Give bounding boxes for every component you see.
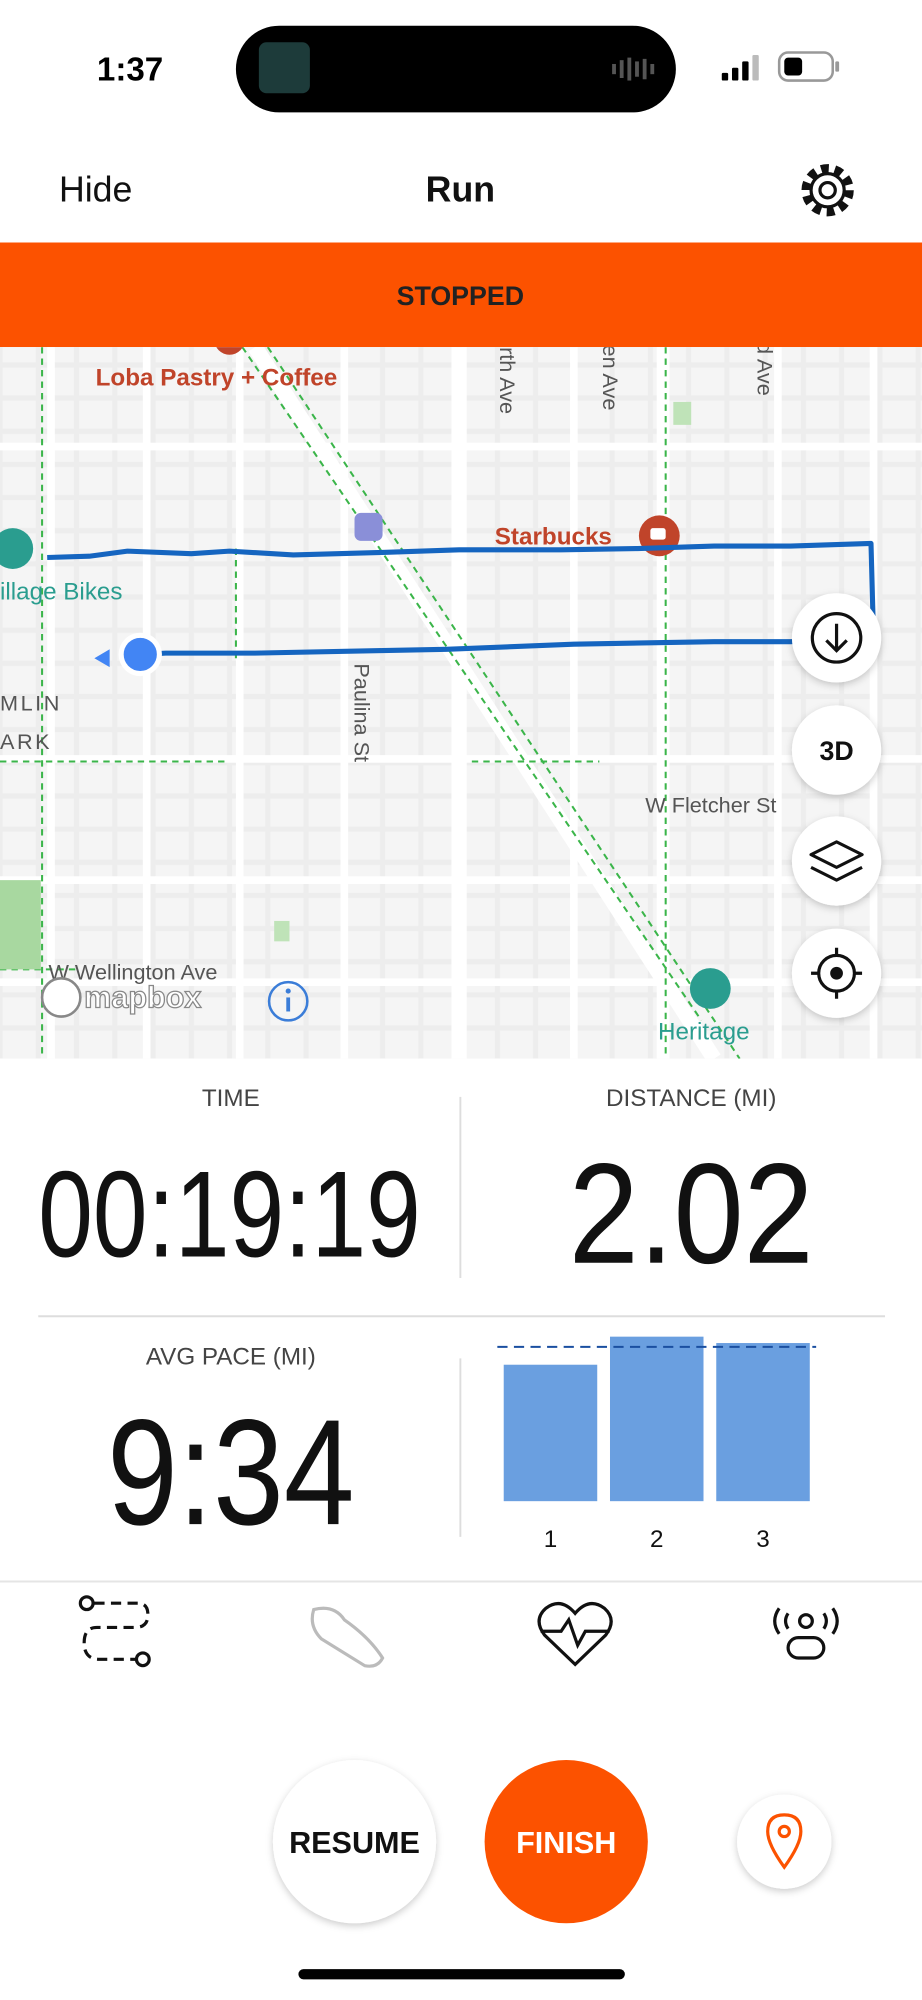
area-label: ARK bbox=[0, 729, 52, 754]
home-indicator bbox=[298, 1969, 625, 1980]
current-location bbox=[118, 632, 162, 677]
street-label: en Ave bbox=[598, 345, 623, 411]
heart-tab[interactable] bbox=[537, 1602, 613, 1667]
info-button[interactable] bbox=[267, 980, 309, 1022]
3d-label: 3D bbox=[819, 736, 853, 766]
stat-value: 2.02 bbox=[569, 1135, 814, 1294]
split-bar bbox=[716, 1343, 810, 1502]
map[interactable]: rth Ave en Ave d Ave Paulina St W Fletch… bbox=[0, 324, 922, 1059]
sensor-tab[interactable] bbox=[773, 1607, 839, 1660]
street-label: Paulina St bbox=[350, 663, 375, 762]
location-button[interactable] bbox=[737, 1794, 832, 1889]
stat-label: TIME bbox=[202, 1085, 260, 1112]
settings-button[interactable] bbox=[801, 164, 854, 217]
poi-icon bbox=[650, 528, 666, 540]
poi-marker[interactable] bbox=[689, 968, 731, 1009]
split-label: 3 bbox=[756, 1526, 769, 1553]
dynamic-island bbox=[235, 25, 676, 113]
poi-label[interactable]: Heritage bbox=[658, 1019, 750, 1046]
shoe-tab[interactable] bbox=[310, 1606, 385, 1668]
finish-button[interactable]: FINISH bbox=[484, 1760, 648, 1924]
resume-button[interactable]: RESUME bbox=[272, 1760, 437, 1924]
mapbox-logo: mapbox bbox=[40, 977, 202, 1018]
heading-arrow bbox=[94, 649, 110, 668]
route-tab[interactable] bbox=[78, 1595, 151, 1668]
page-title: Run bbox=[426, 170, 495, 210]
route bbox=[47, 540, 877, 657]
poi-marker[interactable] bbox=[0, 528, 34, 569]
transit-icon bbox=[354, 512, 383, 541]
poi-label[interactable]: illage Bikes bbox=[0, 579, 123, 606]
split-label: 2 bbox=[650, 1526, 663, 1553]
download-button[interactable] bbox=[791, 593, 882, 683]
attribution: mapbox bbox=[84, 981, 201, 1015]
split-label: 1 bbox=[544, 1526, 557, 1553]
recenter-button[interactable] bbox=[791, 928, 882, 1018]
bike-paths bbox=[0, 347, 741, 1059]
area-label: MLIN bbox=[0, 691, 62, 716]
hide-button[interactable]: Hide bbox=[59, 170, 132, 210]
status-text: STOPPED bbox=[397, 281, 524, 311]
3d-button[interactable]: 3D bbox=[791, 705, 882, 795]
stat-label: AVG PACE (MI) bbox=[146, 1344, 316, 1371]
park bbox=[274, 920, 290, 942]
park bbox=[673, 401, 692, 425]
battery bbox=[777, 51, 840, 82]
street-label: d Ave bbox=[752, 342, 777, 396]
street-label: rth Ave bbox=[495, 347, 520, 414]
street-label: W Fletcher St bbox=[645, 793, 776, 818]
stat-label: DISTANCE (MI) bbox=[606, 1085, 776, 1112]
split-bar bbox=[503, 1364, 598, 1502]
splits-chart: 1 2 3 bbox=[497, 1336, 817, 1553]
signal bbox=[721, 55, 759, 81]
layers-button[interactable] bbox=[791, 816, 882, 906]
poi-label[interactable]: Starbucks bbox=[495, 524, 612, 551]
split-bar bbox=[609, 1336, 704, 1502]
poi-label[interactable]: Loba Pastry + Coffee bbox=[96, 364, 338, 391]
audio-wave bbox=[612, 57, 655, 81]
poi-marker[interactable] bbox=[214, 324, 245, 355]
finish-label: FINISH bbox=[516, 1826, 616, 1860]
stat-value: 00:19:19 bbox=[38, 1145, 421, 1282]
resume-label: RESUME bbox=[289, 1826, 420, 1860]
status-banner bbox=[0, 242, 922, 348]
stat-value: 9:34 bbox=[107, 1388, 354, 1556]
clock: 1:37 bbox=[97, 52, 163, 89]
park bbox=[0, 880, 41, 970]
now-playing-art bbox=[258, 42, 310, 94]
street-label: W Wellington Ave bbox=[48, 960, 217, 985]
